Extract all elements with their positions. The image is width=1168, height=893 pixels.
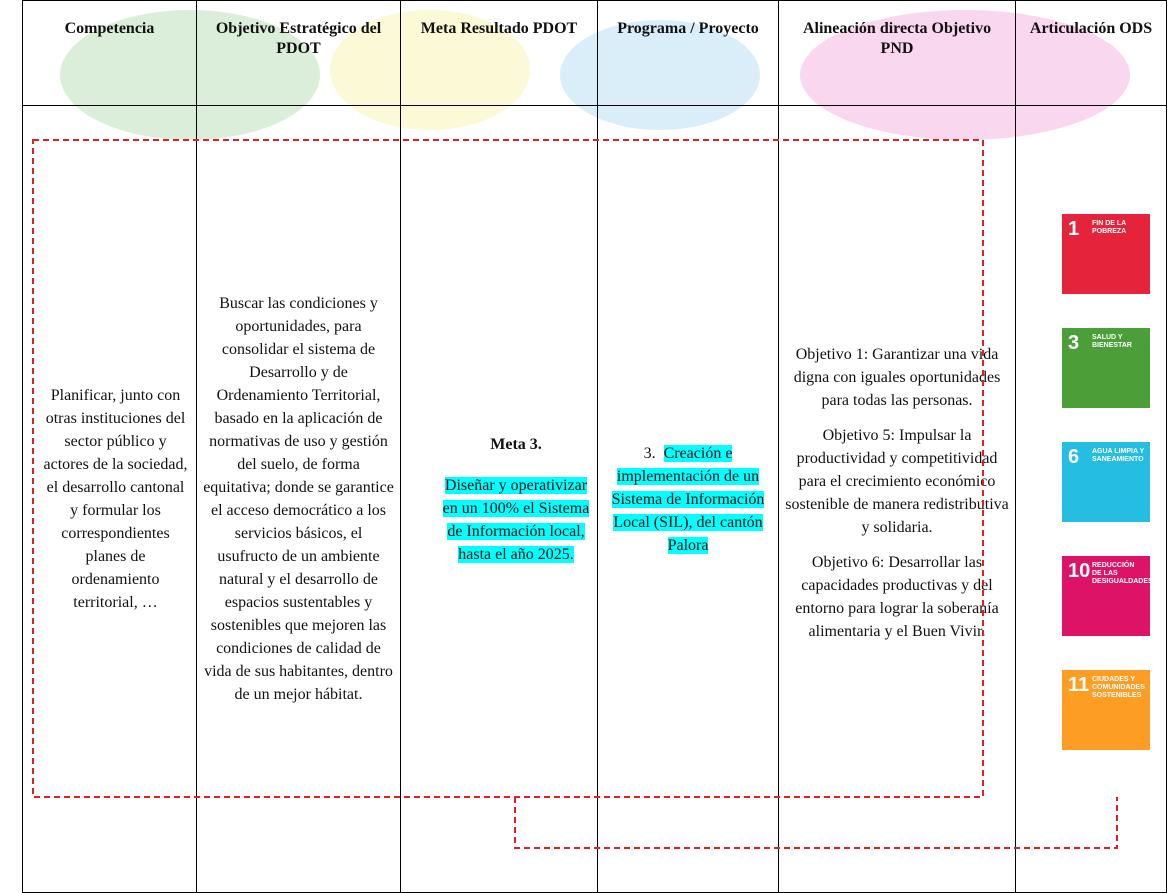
ods-label: CIUDADES Y COMUNIDADES SOSTENIBLES [1092,676,1145,699]
programa-number: 3. [643,444,656,462]
ods-number: 1 [1068,218,1080,240]
ods-label: FIN DE LA POBREZA [1092,220,1127,235]
header-cell: Alineación directa Objetivo PND [778,0,1016,106]
ods-label: SALUD Y BIENESTAR [1092,334,1132,349]
cell: 1 FIN DE LA POBREZA 3 SALUD Y BIENESTAR 6 AGU… [1015,105,1167,893]
ods-number: 6 [1068,446,1080,468]
cell: Planificar, junto con otras institucione… [22,105,197,893]
meta-title: Meta 3. [490,435,542,453]
ods-icon: 6 AGUA LIMPIA Y SANEAMIENTO [1062,442,1150,522]
header-cell: Meta Resultado PDOT [400,0,598,106]
objetivo: Buscar las condiciones y oportunidades, … [203,295,394,703]
cell: Buscar las condiciones y oportunidades, … [196,105,401,893]
cell: Meta 3. Diseñar y operativizar en un 100… [400,105,598,893]
ods-label: REDUCCIÓN DE LAS DESIGUALDADES [1092,562,1153,585]
table: Competencia Objetivo Estratégico del PDO… [22,0,1167,893]
header-row: Competencia Objetivo Estratégico del PDO… [22,0,1167,106]
ods-icon: 3 SALUD Y BIENESTAR [1062,328,1150,408]
cell: Objetivo 1: Garantizar una vida digna co… [778,105,1016,893]
body-row: Planificar, junto con otras institucione… [22,105,1167,893]
ods-label: AGUA LIMPIA Y SANEAMIENTO [1092,448,1145,463]
cell: 3. Creación e implementación de un Siste… [597,105,779,893]
header-cell: Objetivo Estratégico del PDOT [196,0,401,106]
header-cell: Competencia [22,0,197,106]
pnd-objective: Objetivo 5: Impulsar la productividad y … [785,427,1009,536]
header-cell: Programa / Proyecto [597,0,779,106]
ods-number: 3 [1068,332,1080,354]
ods-icon: 11 CIUDADES Y COMUNIDADES SOSTENIBLES [1062,670,1150,750]
programa-text: Creación e implementación de un Sistema … [611,444,765,554]
ods-number: 10 [1068,560,1091,582]
pnd-objective: Objetivo 6: Desarrollar las capacidades … [795,554,999,640]
pnd-objective: Objetivo 1: Garantizar una vida digna co… [793,346,1001,409]
ods-icon: 1 FIN DE LA POBREZA [1062,214,1150,294]
header-cell: Articulación ODS [1015,0,1167,106]
ods-number: 11 [1068,674,1090,696]
competencia: Planificar, junto con otras institucione… [43,387,188,611]
ods-icon: 10 REDUCCIÓN DE LAS DESIGUALDADES [1062,556,1153,636]
meta-text: Diseñar y operativizar en un 100% el Sis… [442,476,590,563]
